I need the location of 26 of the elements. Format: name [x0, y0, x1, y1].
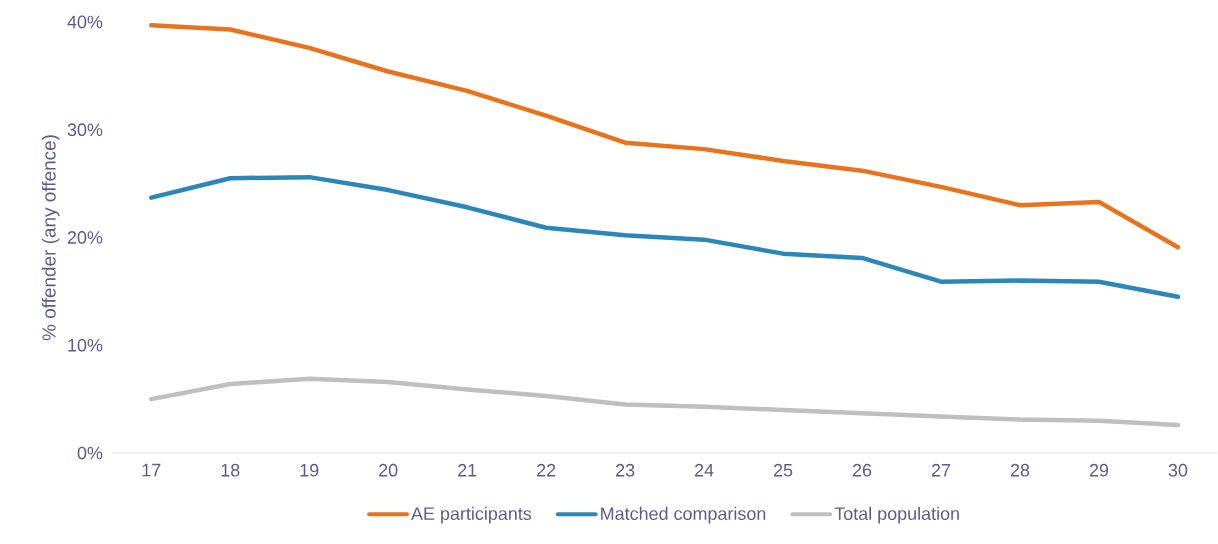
- x-tick-label: 28: [1010, 463, 1030, 477]
- y-tick-label: 30%: [67, 123, 103, 137]
- y-axis-title: % offender (any offence): [41, 135, 60, 341]
- y-tick-label: 20%: [67, 231, 103, 244]
- legend-label: Matched comparison: [601, 506, 766, 524]
- x-tick-label: 26: [852, 463, 872, 477]
- y-tick-label: 40%: [67, 15, 103, 29]
- x-tick-label: 17: [142, 463, 161, 477]
- x-tick-label: 18: [221, 463, 240, 477]
- legend-label: AE participants: [411, 506, 532, 524]
- y-tick-label: 0%: [77, 446, 103, 460]
- x-tick-label: 24: [694, 463, 714, 477]
- x-tick-label: 27: [931, 463, 951, 477]
- line-series: [149, 23, 1181, 250]
- legend-label: Total population: [834, 506, 959, 524]
- line-series: [149, 174, 1181, 300]
- x-tick-label: 25: [773, 463, 793, 477]
- y-tick-label: 10%: [68, 338, 103, 352]
- x-tick-label: 20: [379, 463, 398, 477]
- x-tick-label: 29: [1089, 463, 1109, 477]
- line-series: [149, 376, 1181, 428]
- x-tick-label: 21: [458, 463, 477, 477]
- x-tick-label: 22: [537, 463, 556, 477]
- x-tick-label: 30: [1168, 463, 1188, 477]
- x-tick-label: 19: [300, 463, 319, 477]
- x-tick-label: 23: [616, 463, 635, 477]
